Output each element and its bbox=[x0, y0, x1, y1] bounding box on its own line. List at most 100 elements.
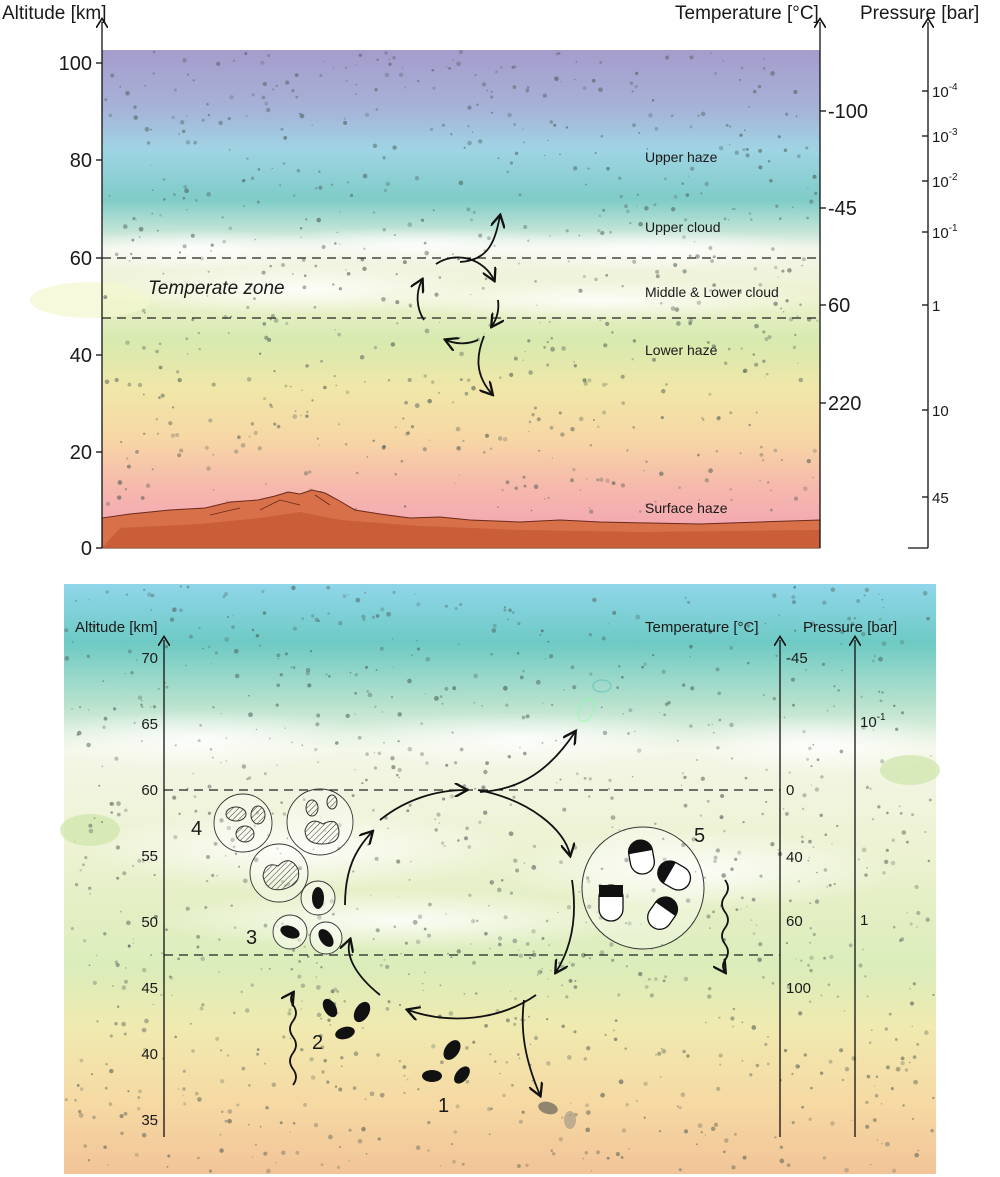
particle-dot bbox=[864, 587, 870, 593]
particle-dot bbox=[281, 263, 285, 267]
particle-dot bbox=[208, 1169, 213, 1173]
particle-dot bbox=[596, 478, 600, 482]
particle-dot bbox=[357, 1138, 363, 1144]
particle-dot bbox=[406, 809, 410, 813]
particle-dot bbox=[549, 425, 554, 430]
particle-dot bbox=[603, 343, 608, 348]
particle-dot bbox=[876, 1139, 879, 1141]
particle-dot bbox=[751, 1025, 757, 1030]
particle-dot bbox=[606, 383, 608, 386]
particle-dot bbox=[599, 950, 605, 955]
particle-dot bbox=[787, 268, 792, 273]
particle-dot bbox=[548, 320, 551, 323]
particle-dot bbox=[536, 417, 541, 422]
particle-dot bbox=[624, 857, 629, 863]
particle-dot bbox=[488, 323, 492, 327]
particle-dot bbox=[265, 483, 267, 485]
particle-dot bbox=[913, 1079, 918, 1085]
particle-dot bbox=[186, 114, 188, 117]
particle-dot bbox=[366, 843, 370, 847]
particle-dot bbox=[516, 652, 520, 655]
particle-dot bbox=[599, 61, 602, 64]
particle-dot bbox=[814, 899, 820, 904]
particle-dot bbox=[415, 939, 421, 945]
particle-dot bbox=[204, 445, 209, 450]
particle-dot bbox=[638, 221, 643, 227]
particle-dot bbox=[878, 617, 882, 621]
particle-dot bbox=[410, 860, 412, 863]
particle-dot bbox=[585, 1127, 591, 1133]
particle-dot bbox=[853, 617, 856, 620]
particle-dot bbox=[752, 353, 756, 356]
particle-dot bbox=[740, 908, 742, 910]
particle-dot bbox=[626, 449, 629, 452]
particle-dot bbox=[628, 1147, 630, 1150]
particle-dot bbox=[436, 812, 441, 817]
particle-dot bbox=[772, 593, 777, 598]
particle-dot bbox=[681, 772, 685, 775]
particle-dot bbox=[405, 431, 409, 436]
particle-dot bbox=[419, 752, 425, 757]
particle-dot bbox=[276, 683, 281, 688]
particle-dot bbox=[497, 436, 503, 441]
particle-dot bbox=[296, 168, 301, 173]
particle-dot bbox=[108, 113, 113, 118]
particle-dot bbox=[222, 239, 227, 244]
particle-dot bbox=[904, 1068, 909, 1072]
particle-dot bbox=[658, 155, 663, 160]
particle-dot bbox=[757, 957, 762, 963]
particle-dot bbox=[91, 623, 97, 629]
particle-dot bbox=[547, 139, 549, 142]
particle-dot bbox=[225, 737, 228, 740]
particle-dot bbox=[305, 667, 311, 673]
particle-dot bbox=[588, 957, 591, 960]
particle-dot bbox=[743, 368, 748, 373]
particle-dot bbox=[441, 702, 444, 705]
particle-dot bbox=[547, 496, 550, 499]
particle-dot bbox=[92, 980, 98, 986]
particle-dot bbox=[372, 439, 375, 443]
particle-dot bbox=[625, 209, 630, 214]
particle-dot bbox=[457, 839, 460, 842]
particle-dot bbox=[794, 333, 797, 337]
particle-dot bbox=[337, 332, 341, 337]
particle-dot bbox=[315, 722, 320, 727]
particle-dot bbox=[801, 264, 803, 267]
particle-dot bbox=[584, 1151, 588, 1155]
particle-dot bbox=[173, 88, 177, 92]
particle-dot bbox=[739, 133, 743, 138]
particle-dot bbox=[872, 1118, 877, 1122]
particle-dot bbox=[661, 388, 666, 394]
particle-dot bbox=[140, 496, 145, 500]
particle-dot bbox=[448, 1011, 454, 1016]
particle-dot bbox=[646, 148, 649, 150]
particle-dot bbox=[445, 913, 447, 915]
particle-dot bbox=[311, 614, 315, 618]
particle-dot bbox=[332, 283, 335, 286]
particle-dot bbox=[865, 1124, 870, 1129]
particle-dot bbox=[300, 983, 306, 988]
particle-dot bbox=[103, 716, 108, 721]
particle-dot bbox=[354, 93, 357, 96]
particle-dot bbox=[326, 1080, 330, 1084]
particle-dot bbox=[140, 703, 143, 706]
particle-dot bbox=[589, 443, 593, 447]
particle-dot bbox=[93, 817, 96, 820]
particle-dot bbox=[569, 478, 574, 483]
particle-dot bbox=[532, 844, 537, 849]
particle-dot bbox=[618, 665, 621, 668]
particle-dot bbox=[489, 447, 493, 451]
particle-dot bbox=[560, 80, 562, 83]
particle-dot bbox=[511, 65, 515, 69]
particle-dot bbox=[458, 474, 461, 477]
particle-dot bbox=[456, 949, 461, 954]
particle-dot bbox=[177, 957, 180, 961]
particle-dot bbox=[121, 1021, 126, 1027]
particle-dot bbox=[83, 1144, 87, 1148]
particle-dot bbox=[678, 1106, 682, 1110]
particle-dot bbox=[687, 175, 690, 177]
particle-dot bbox=[383, 958, 386, 961]
particle-dot bbox=[698, 499, 700, 501]
particle-dot bbox=[323, 1058, 327, 1063]
particle-dot bbox=[218, 970, 220, 973]
